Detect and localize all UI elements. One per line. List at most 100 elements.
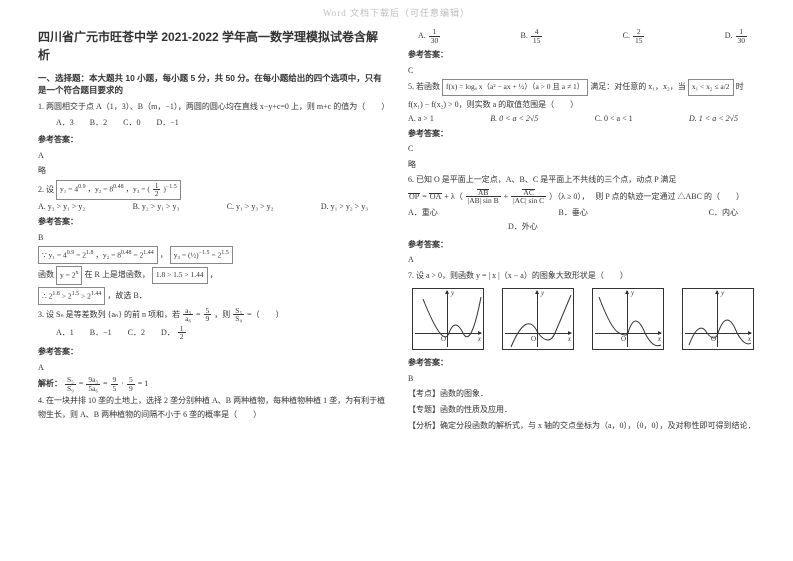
q2-frac-half: 12 xyxy=(153,182,161,198)
doc-title: 四川省广元市旺苍中学 2021-2022 学年高一数学理模拟试卷含解析 xyxy=(38,28,388,64)
t: 15 xyxy=(633,37,645,45)
q4-answer: C xyxy=(408,64,758,78)
q2-answer: B xyxy=(38,231,388,245)
q5-options: A. a > 1 B. 0 < a < 2√5 C. 0 < a < 1 D. … xyxy=(408,114,758,123)
q5-line2: f(x₁) − f(x₂) > 0，则实数 a 的取值范围是（ ） xyxy=(408,98,758,112)
t: 9 xyxy=(127,385,135,393)
q2-e1e: 0.9 xyxy=(78,184,86,190)
q3-f1: a₃a₆ xyxy=(183,307,193,323)
q3-pre: 3. 设 Sₙ 是等差数列 {aₙ} 的前 n 项和，若 xyxy=(38,310,182,319)
curve-icon xyxy=(593,289,665,351)
q4-optD: D. 130 xyxy=(725,28,748,44)
t: a₆ xyxy=(183,315,193,323)
q7-answer-head: 参考答案： xyxy=(408,356,758,370)
q7-answer: B xyxy=(408,372,758,386)
t: 5. 若函数 xyxy=(408,82,442,91)
t: = 2 xyxy=(133,251,143,260)
t: ∴ 2 xyxy=(42,291,52,300)
q5-note: 略 xyxy=(408,158,758,172)
t: 5a₆ xyxy=(86,385,100,393)
watermark-text: Word 文档下载后（可任意编辑） xyxy=(0,6,793,19)
t: B. 0 < a < 2√5 xyxy=(490,114,538,123)
t: > 2 xyxy=(81,291,91,300)
q5-answer: C xyxy=(408,142,758,156)
t: 1.8 xyxy=(86,250,94,256)
q6-options-row1: A．重心 B．垂心 C．内心 xyxy=(408,207,758,218)
q3-answer-head: 参考答案： xyxy=(38,345,388,359)
q3-expl: 解析： S₅S₉ = 9a₃5a₆ = 95 · 59 = 1 xyxy=(38,376,388,392)
t: 函数的图象． xyxy=(440,389,488,398)
t: S₉ xyxy=(233,315,244,323)
t: 【专题】 xyxy=(408,405,440,414)
curve-icon xyxy=(413,289,485,351)
t: 1.5 xyxy=(221,250,229,256)
t: ）（λ ≥ 0）， xyxy=(549,192,589,201)
t: 0.9 xyxy=(67,250,75,256)
q6-optD: D．外心 xyxy=(508,220,758,234)
q6-answer-head: 参考答案： xyxy=(408,238,758,252)
q2-pre: 2. 设 xyxy=(38,185,54,194)
q2-e3p: ，y₃ = ( xyxy=(125,185,149,194)
t: + xyxy=(504,192,511,201)
q1-note: 略 xyxy=(38,164,388,178)
q6-optA: A．重心 xyxy=(408,207,438,218)
q4-answer-head: 参考答案： xyxy=(408,48,758,62)
q5-cond-box: x₁ < x₂ ≤ a/2 xyxy=(688,79,734,96)
q7-graph-D: yxO xyxy=(682,288,754,350)
q2-optA: A. y₃ > y₁ > y₂ xyxy=(38,202,85,211)
q3-f3: S₅S₉ xyxy=(233,307,244,323)
q5-optB: B. 0 < a < 2√5 xyxy=(490,114,538,123)
q6-f1: AB|AB| sin B xyxy=(466,189,501,205)
q2-expl1: ∵ y₁ = 40.9 = 21.8 ，y₂ = 80.48 = 21.44 ，… xyxy=(38,246,388,264)
t: ，y₂ = 8 xyxy=(95,251,121,260)
t: = 2 xyxy=(211,251,221,260)
t: D. xyxy=(725,31,733,40)
t: 1.8 xyxy=(52,291,60,297)
t: （a² − ax + ½）（a > 0 且 a ≠ 1） xyxy=(482,82,584,91)
t: ，则 xyxy=(214,310,232,319)
t: > 2 xyxy=(62,291,72,300)
q5-optD: D. 1 < a < 2√5 xyxy=(689,114,738,123)
right-column: A. 130 B. 415 C. 215 D. 130 参考答案： C 5. 若… xyxy=(408,28,758,434)
t: 确定分段函数的解析式，与 x 轴的交点坐标为（a，0），（0，0），及对称性即可… xyxy=(440,421,756,430)
t: 415 xyxy=(531,28,543,44)
q1-stem: 1. 两圆相交于点 A（1，3）、B（m，−1），两圆的圆心均在直线 x−y+c… xyxy=(38,100,388,114)
q3-f2: 59 xyxy=(204,307,212,323)
t: = xyxy=(196,310,203,319)
q2-stem: 2. 设 y₁ = 40.9 ，y₂ = 80.48 ，y₃ = ( 12 )−… xyxy=(38,180,388,200)
q7-graph-C: yxO xyxy=(592,288,664,350)
q2-e2p: ，y₂ = 8 xyxy=(87,185,113,194)
t: + λ（ xyxy=(444,192,462,201)
t: = xyxy=(103,379,110,388)
t: 9a₃5a₆ xyxy=(86,376,100,392)
q2-exbox2: y₃ = (½)−1.5 = 21.5 xyxy=(170,246,233,264)
t: y₃ = (½) xyxy=(174,251,199,260)
t: 15 xyxy=(531,37,543,45)
t: 30 xyxy=(429,37,441,45)
t: 时 xyxy=(736,82,744,91)
q7-graph-A: yxO xyxy=(412,288,484,350)
t: A．1 B．−1 C．2 D． xyxy=(56,328,175,337)
vec-OA: OA xyxy=(429,193,443,200)
q4-stem: 4. 在一块并排 10 垄的土地上，选择 2 垄分别种植 A、B 两种植物，每种… xyxy=(38,394,388,421)
t: = 2 xyxy=(76,251,86,260)
t: |AB| sin B xyxy=(466,197,501,205)
q2-answer-head: 参考答案： xyxy=(38,215,388,229)
q1-answer-head: 参考答案： xyxy=(38,133,388,147)
q6-answer: A xyxy=(408,253,758,267)
t: 1.44 xyxy=(143,250,154,256)
t: 函数 xyxy=(38,270,56,279)
t: D. 1 < a < 2√5 xyxy=(689,114,738,123)
q5-fx-box: f(x) = logₐ x（a² − ax + ½）（a > 0 且 a ≠ 1… xyxy=(442,79,588,96)
q7-graphs: yxO yxO yxO yxO xyxy=(412,288,754,350)
t: |AC| sin C xyxy=(511,197,546,205)
t: 1.44 xyxy=(91,291,102,297)
t: 【分析】 xyxy=(408,421,440,430)
q7-kaodian: 【考点】函数的图象． xyxy=(408,387,758,401)
t: 95 xyxy=(111,376,119,392)
q7-fenxi: 【分析】确定分段函数的解析式，与 x 轴的交点坐标为（a，0），（0，0），及对… xyxy=(408,419,758,433)
q6-optC: C．内心 xyxy=(709,207,738,218)
t: 1.5 xyxy=(72,291,80,297)
t: 2 xyxy=(178,333,186,341)
q2-e3d: 2 xyxy=(153,190,161,198)
